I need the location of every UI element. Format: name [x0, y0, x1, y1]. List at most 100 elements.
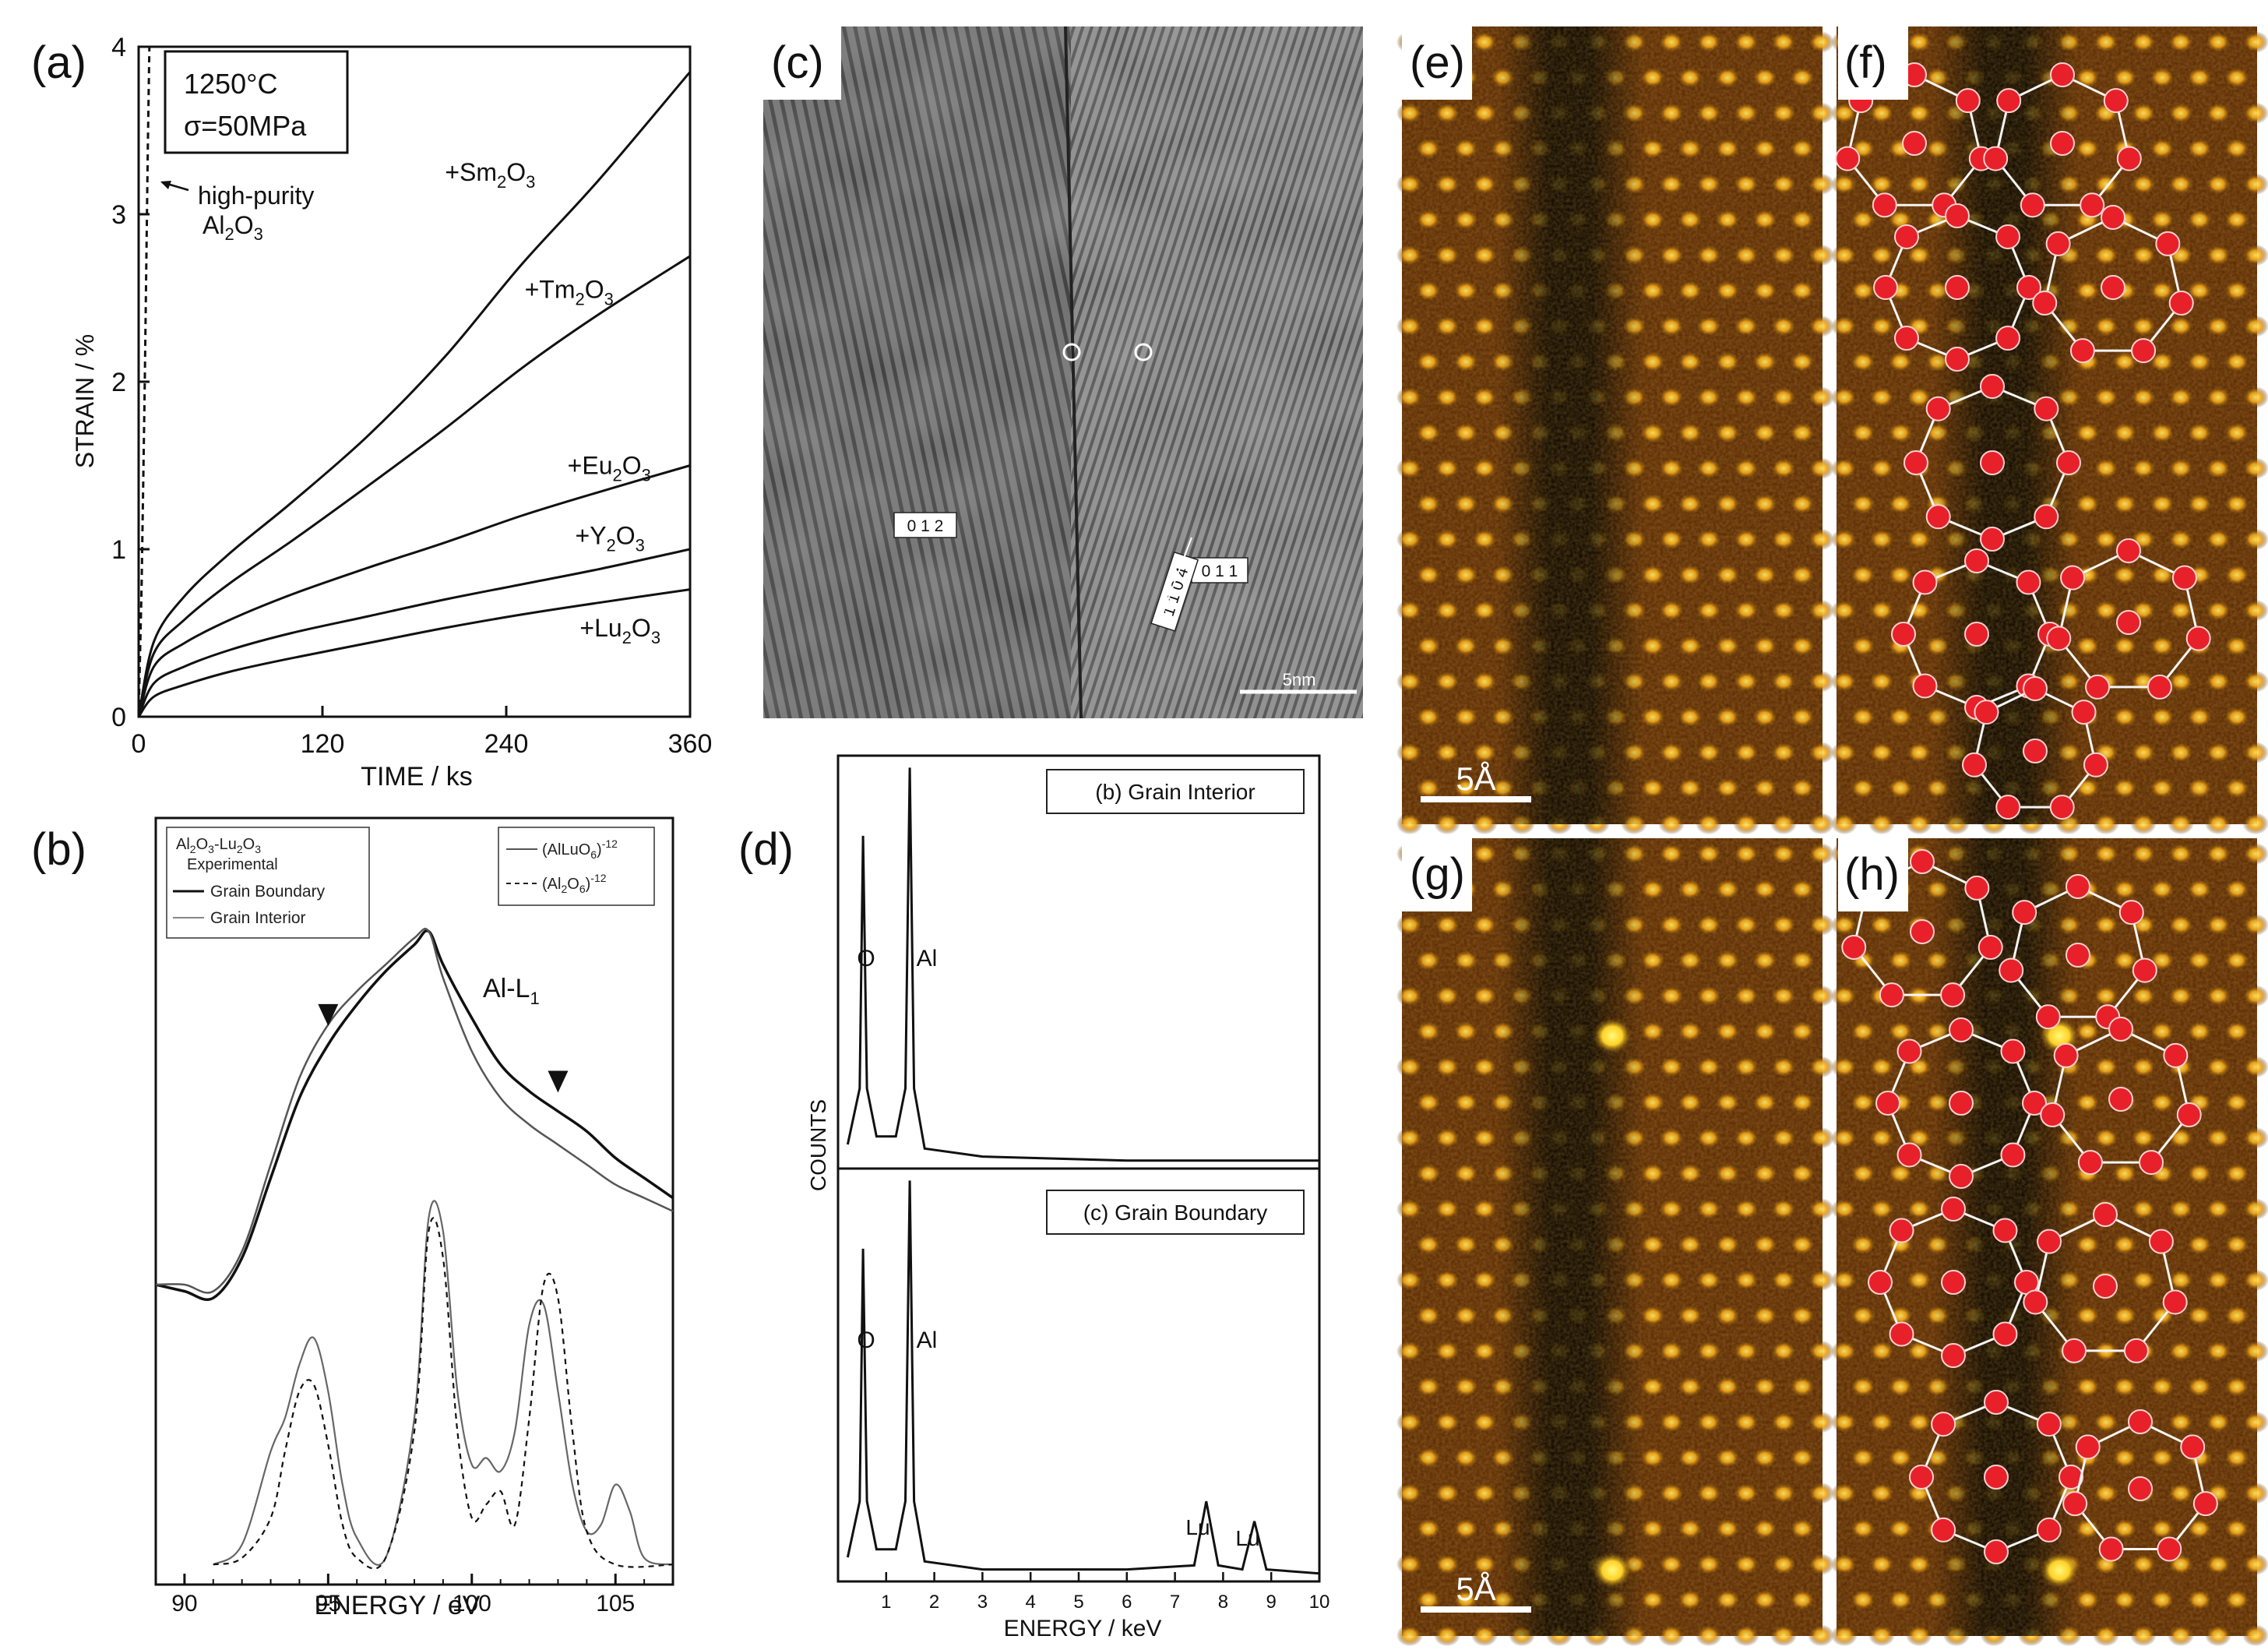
atom-marker	[2077, 1150, 2103, 1176]
atom-marker	[1904, 450, 1928, 475]
atom-marker	[2080, 192, 2105, 218]
svg-text:0 1 1: 0 1 1	[1202, 562, 1238, 580]
atom-marker	[2108, 1017, 2133, 1042]
haadf-image-g	[1396, 838, 1834, 1647]
atom-marker	[2148, 1229, 2174, 1254]
atom-marker	[2045, 231, 2071, 256]
atom-marker	[2103, 88, 2129, 114]
atom-marker	[1980, 374, 2005, 399]
atom-marker	[2062, 1338, 2087, 1363]
atom-marker	[1945, 203, 1970, 228]
atom-marker	[2058, 1465, 2083, 1490]
atom-marker	[1962, 752, 1988, 777]
series-line	[137, 46, 151, 717]
atom-marker	[2016, 569, 2041, 595]
atom-marker	[2022, 1091, 2047, 1116]
panel-label-d: (d)	[738, 824, 794, 875]
x-tick-label: 105	[596, 1591, 635, 1617]
legend-title: Al2O3-Lu2O3	[176, 836, 261, 855]
series-line	[137, 71, 692, 717]
index-label-right: 0 1 1	[1191, 557, 1248, 583]
panel-label-a: (a)	[31, 37, 86, 88]
x-tick-label: 6	[1122, 1592, 1132, 1613]
atom-marker	[1995, 224, 2021, 249]
series-line	[137, 464, 691, 717]
atom-marker	[2069, 338, 2095, 364]
atom-marker	[1909, 1465, 1934, 1490]
atom-marker	[1910, 919, 1935, 944]
atom-marker	[1912, 569, 1938, 595]
x-tick-label: 95	[315, 1591, 341, 1617]
legend-entry-gb: Grain Boundary	[210, 883, 326, 901]
atom-marker	[1872, 192, 1897, 218]
x-tick-label: 8	[1218, 1592, 1228, 1613]
grain-boundary-line	[1064, 26, 1083, 719]
atom-marker	[1941, 1343, 1966, 1368]
x-tick-label: 2	[929, 1592, 939, 1613]
y-tick-label: 4	[111, 33, 126, 62]
atom-marker	[1941, 1270, 1966, 1295]
atom-marker	[2071, 700, 2097, 725]
atom-marker	[1889, 1218, 1914, 1243]
atom-marker	[2139, 1150, 2164, 1176]
axis-ticks: 1 2 3 4 5 6 7 8 9 10	[881, 1572, 1329, 1613]
x-tick-label: 4	[1026, 1592, 1036, 1613]
atom-marker	[1995, 326, 2021, 351]
x-tick-label: 240	[484, 729, 529, 759]
atom-marker	[2123, 1338, 2149, 1363]
data-series	[155, 927, 674, 1570]
atom-marker	[1996, 88, 2022, 114]
atom-marker	[1999, 957, 2024, 983]
atom-marker	[2020, 192, 2045, 218]
atom-marker	[1945, 347, 1970, 372]
atom-marker	[1889, 1321, 1914, 1347]
atom-marker	[2053, 1042, 2079, 1068]
feature-marker-triangle	[318, 1003, 339, 1026]
image-noise	[1837, 26, 2257, 824]
atom-marker	[1925, 504, 1951, 530]
atom-marker	[2098, 1536, 2124, 1562]
atom-marker	[2085, 674, 2111, 700]
peak-label-O-top: O	[857, 946, 875, 971]
panel-label-e: (e)	[1410, 37, 1465, 88]
atom-marker	[2163, 1042, 2189, 1068]
atom-marker	[2108, 1087, 2133, 1112]
stress-text: σ=50MPa	[184, 110, 307, 142]
legend-experimental: Al2O3-Lu2O3 Experimental Grain Boundary …	[166, 827, 370, 939]
scale-label: 5nm	[1283, 670, 1316, 689]
atom-marker	[1955, 88, 1981, 114]
data-series	[846, 767, 1320, 1575]
scale-label-g: 5Å	[1456, 1571, 1495, 1607]
atom-marker	[1949, 1091, 1974, 1116]
atom-marker	[1841, 935, 1867, 961]
atom-marker	[1893, 224, 1919, 249]
atom-marker	[2118, 900, 2144, 925]
annotation-line1: high-purity	[198, 182, 314, 210]
atom-marker	[2128, 1476, 2153, 1501]
svg-text:(b) Grain Interior: (b) Grain Interior	[1095, 780, 1255, 804]
legend-entry-gi: Grain Interior	[210, 909, 306, 927]
atom-marker	[1983, 146, 2009, 171]
y-tick-label: 0	[111, 703, 126, 732]
haadf-images: (e) (f) (g) (h) 5Å 5Å	[1396, 26, 2268, 1647]
series-label: +Tm2O3	[525, 276, 614, 309]
atom-marker	[2016, 275, 2041, 300]
panel-label-b: (b)	[31, 824, 86, 875]
atom-marker	[2066, 874, 2090, 899]
atom-marker	[2168, 291, 2194, 316]
atom-marker	[1949, 1164, 1974, 1189]
atom-marker	[2132, 957, 2157, 983]
series-label: +Eu2O3	[568, 451, 651, 485]
annotation-line2: Al2O3	[202, 211, 263, 244]
atom-marker	[1875, 1091, 1900, 1116]
atom-marker	[1835, 146, 1861, 171]
series-line	[137, 548, 691, 717]
atom-marker	[2012, 900, 2037, 925]
data-series	[137, 46, 692, 717]
legend-subtitle: Experimental	[187, 856, 278, 873]
title-box-bottom: (c) Grain Boundary	[1046, 1190, 1305, 1235]
atom-marker	[2176, 1102, 2202, 1128]
haadf-image-e	[1396, 26, 1834, 835]
series-line	[137, 588, 691, 717]
atom-marker	[2046, 626, 2072, 651]
